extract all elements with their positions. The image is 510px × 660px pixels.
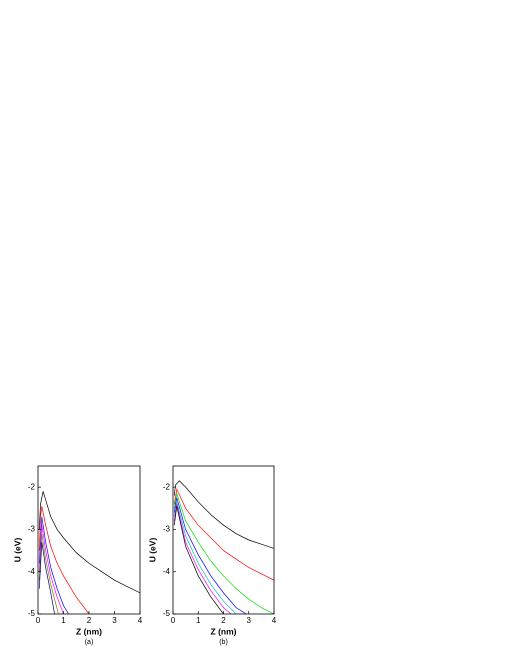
x-tick-label: 2 <box>87 616 92 625</box>
y-axis-label: U (eV) <box>12 538 22 563</box>
x-tick-label: 1 <box>196 616 201 625</box>
x-tick-label: 0 <box>36 616 41 625</box>
y-tick-label: -4 <box>28 567 36 576</box>
y-axis-label: U (eV) <box>147 538 157 563</box>
plot-frame <box>37 465 141 615</box>
curve <box>173 503 232 614</box>
curve <box>38 533 59 614</box>
curve <box>173 501 237 614</box>
panel-caption: (b) <box>219 639 228 646</box>
curve <box>173 480 274 549</box>
curve <box>173 506 224 614</box>
x-tick-label: 4 <box>272 616 277 625</box>
y-tick-label: -2 <box>28 482 36 491</box>
y-tick-label: -5 <box>28 609 36 618</box>
x-axis-label: Z (nm) <box>211 626 237 636</box>
y-tick-label: -3 <box>28 525 36 534</box>
plot-frame <box>172 465 275 615</box>
curve <box>38 525 64 614</box>
panel-caption: (a) <box>85 639 94 646</box>
x-tick-label: 2 <box>221 616 226 625</box>
curve <box>173 493 274 614</box>
y-tick-label: -2 <box>163 482 171 491</box>
curve <box>38 516 69 614</box>
curve <box>173 497 247 614</box>
x-tick-label: 1 <box>61 616 66 625</box>
x-tick-label: 4 <box>138 616 143 625</box>
x-tick-label: 0 <box>171 616 176 625</box>
x-tick-label: 3 <box>247 616 252 625</box>
curve <box>38 542 55 614</box>
curve <box>173 488 274 581</box>
y-tick-label: -4 <box>163 567 171 576</box>
x-axis-label: Z (nm) <box>76 626 102 636</box>
y-tick-label: -3 <box>163 525 171 534</box>
y-tick-label: -5 <box>163 609 171 618</box>
curve <box>38 491 140 594</box>
curve <box>38 506 90 614</box>
x-tick-label: 3 <box>112 616 117 625</box>
